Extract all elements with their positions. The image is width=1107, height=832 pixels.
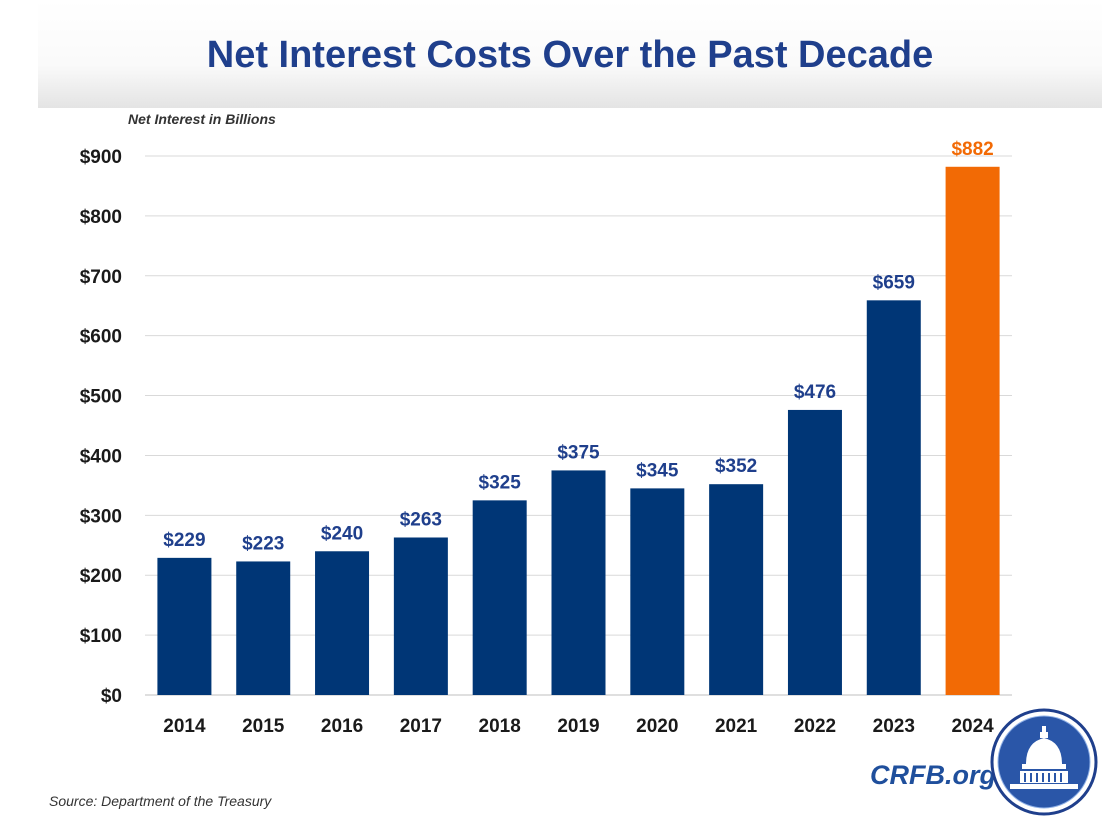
data-label-2014: $229 [163,530,205,551]
y-tick-label: $300 [80,506,122,527]
bar-2022 [787,409,842,695]
y-tick-label: $400 [80,446,122,467]
y-tick-label: $800 [80,207,122,228]
x-axis-ticks: 2014 2015 2016 2017 2018 2019 2020 2021 2022 2023… [163,716,994,737]
bar-2018 [472,500,527,695]
y-tick-label: $600 [80,327,122,348]
y-axis-label: Net Interest in Billions [128,111,276,127]
bar-2024 [945,166,1000,695]
bar-2019 [551,470,606,695]
bar-2016 [315,551,370,695]
y-axis-ticks: $0 $100 $200 $300 $400 $500 $600 $700 $800 $900 [80,147,122,707]
x-tick-label: 2022 [794,716,836,737]
y-tick-label: $700 [80,267,122,288]
x-tick-label: 2015 [242,716,285,737]
y-tick-label: $100 [80,626,122,647]
x-tick-label: 2017 [400,716,442,737]
x-tick-label: 2014 [163,716,206,737]
data-label-2015: $223 [242,533,284,554]
y-tick-label: $200 [80,566,122,587]
data-label-2024: $882 [951,139,993,160]
bar-2015 [236,561,291,695]
x-tick-label: 2021 [715,716,758,737]
bar-2020 [630,488,685,695]
y-tick-label: $900 [80,147,122,168]
x-tick-label: 2020 [636,716,678,737]
x-tick-label: 2024 [951,716,994,737]
bars [157,166,1000,695]
data-label-2017: $263 [400,509,442,530]
y-tick-label: $500 [80,387,122,408]
source-note: Source: Department of the Treasury [49,793,272,809]
data-labels: $229 $223 $240 $263 $325 $375 $345 $352 $476 $659… [163,139,993,555]
x-tick-label: 2018 [479,716,521,737]
brand-link[interactable]: CRFB.org [870,760,996,790]
bar-2014 [157,557,212,695]
bar-2017 [393,537,448,695]
y-tick-label: $0 [101,686,122,707]
data-label-2022: $476 [794,382,836,403]
data-label-2018: $325 [479,472,522,493]
x-tick-label: 2019 [557,716,599,737]
data-label-2023: $659 [873,272,915,293]
x-tick-label: 2016 [321,716,363,737]
x-tick-label: 2023 [873,716,915,737]
data-label-2020: $345 [636,460,679,481]
data-label-2016: $240 [321,523,363,544]
chart-title: Net Interest Costs Over the Past Decade [206,34,934,76]
data-label-2019: $375 [557,442,600,463]
capitol-dome-logo-icon [990,708,1098,816]
data-label-2021: $352 [715,456,757,477]
bar-2021 [709,484,764,695]
bar-2023 [866,300,921,695]
title-band [38,0,1102,108]
